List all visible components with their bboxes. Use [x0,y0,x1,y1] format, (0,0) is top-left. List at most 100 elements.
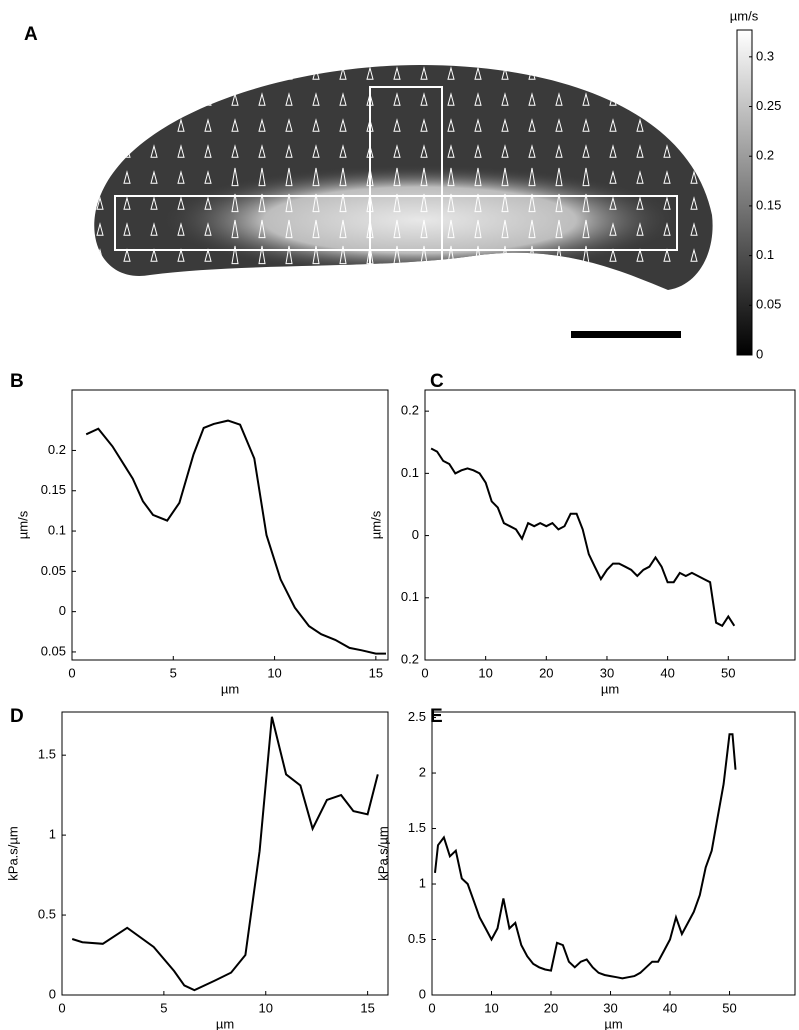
arrow [177,170,185,184]
x-tick-label: 15 [360,1000,374,1015]
arrow [258,66,266,80]
arrow [636,170,644,184]
x-axis-label: µm [601,681,619,696]
arrow [231,118,239,132]
arrow [231,219,239,239]
arrow [690,144,698,158]
arrow [258,219,266,239]
arrow [204,196,212,210]
x-tick-label: 10 [267,665,281,680]
x-tick-label: 15 [369,665,383,680]
data-line [434,733,737,980]
arrow [258,118,266,132]
arrow [231,245,239,265]
arrow [312,193,320,213]
arrow [690,92,698,106]
arrow [123,118,131,132]
arrow [690,222,698,236]
arrow [528,92,536,106]
y-axis-label: µm/s [15,510,30,539]
arrow [690,196,698,210]
arrow [96,196,104,210]
x-tick-label: 0 [421,665,428,680]
y-tick-label: 0 [59,603,66,618]
arrow [204,248,212,262]
arrow [474,144,482,158]
arrow [204,92,212,106]
arrow [555,92,563,106]
arrow [96,222,104,236]
arrow [150,144,158,158]
panel-letter: E [430,706,443,727]
arrow [96,92,104,106]
x-tick-label: 30 [603,1000,617,1015]
arrow [339,193,347,213]
arrow [474,92,482,106]
y-tick-label: 0.05 [41,643,66,658]
arrow [636,144,644,158]
arrow [312,167,320,187]
data-line [71,716,379,992]
arrow [393,167,401,187]
arrow [474,118,482,132]
y-tick-label: 0.1 [48,522,66,537]
arrow [663,196,671,210]
colorbar-tick-label: 0.1 [756,247,774,262]
arrow [339,219,347,239]
arrow [663,170,671,184]
arrow [501,118,509,132]
arrow [150,118,158,132]
arrow [285,66,293,80]
arrow [312,118,320,132]
x-tick-label: 5 [170,665,177,680]
arrow [150,170,158,184]
scale-bar [571,331,681,338]
arrow [636,66,644,80]
x-tick-label: 0 [428,1000,435,1015]
arrow [231,66,239,80]
arrow [528,193,536,213]
arrow [555,219,563,239]
colorbar-label: µm/s [730,8,759,23]
arrow [420,118,428,132]
arrow [177,144,185,158]
arrow [150,66,158,80]
y-tick-label: 0.1 [401,589,419,604]
arrow [663,92,671,106]
arrow [231,144,239,158]
data-line [85,419,386,655]
x-tick-label: 5 [160,1000,167,1015]
arrow [420,66,428,80]
arrow [258,245,266,265]
arrow [339,118,347,132]
arrow [690,248,698,262]
arrow [555,167,563,187]
plot-frame [424,389,796,661]
arrow [663,222,671,236]
x-tick-label: 50 [721,665,735,680]
arrow [285,193,293,213]
arrow [204,222,212,236]
arrow [312,245,320,265]
arrow [447,118,455,132]
arrow [393,193,401,213]
arrow [447,66,455,80]
roi-vertical [369,86,443,269]
arrow [339,92,347,106]
arrow [663,118,671,132]
arrow [447,144,455,158]
arrow [501,167,509,187]
arrow [663,144,671,158]
cell-fast-band [160,165,680,275]
arrow [420,193,428,213]
arrow [123,66,131,80]
arrow [312,92,320,106]
x-tick-label: 40 [663,1000,677,1015]
plot-frame [71,389,389,661]
arrow [609,222,617,236]
arrow [204,118,212,132]
x-axis-label: µm [221,681,239,696]
arrow [447,167,455,187]
arrow [690,170,698,184]
panel-letter: D [10,706,24,727]
